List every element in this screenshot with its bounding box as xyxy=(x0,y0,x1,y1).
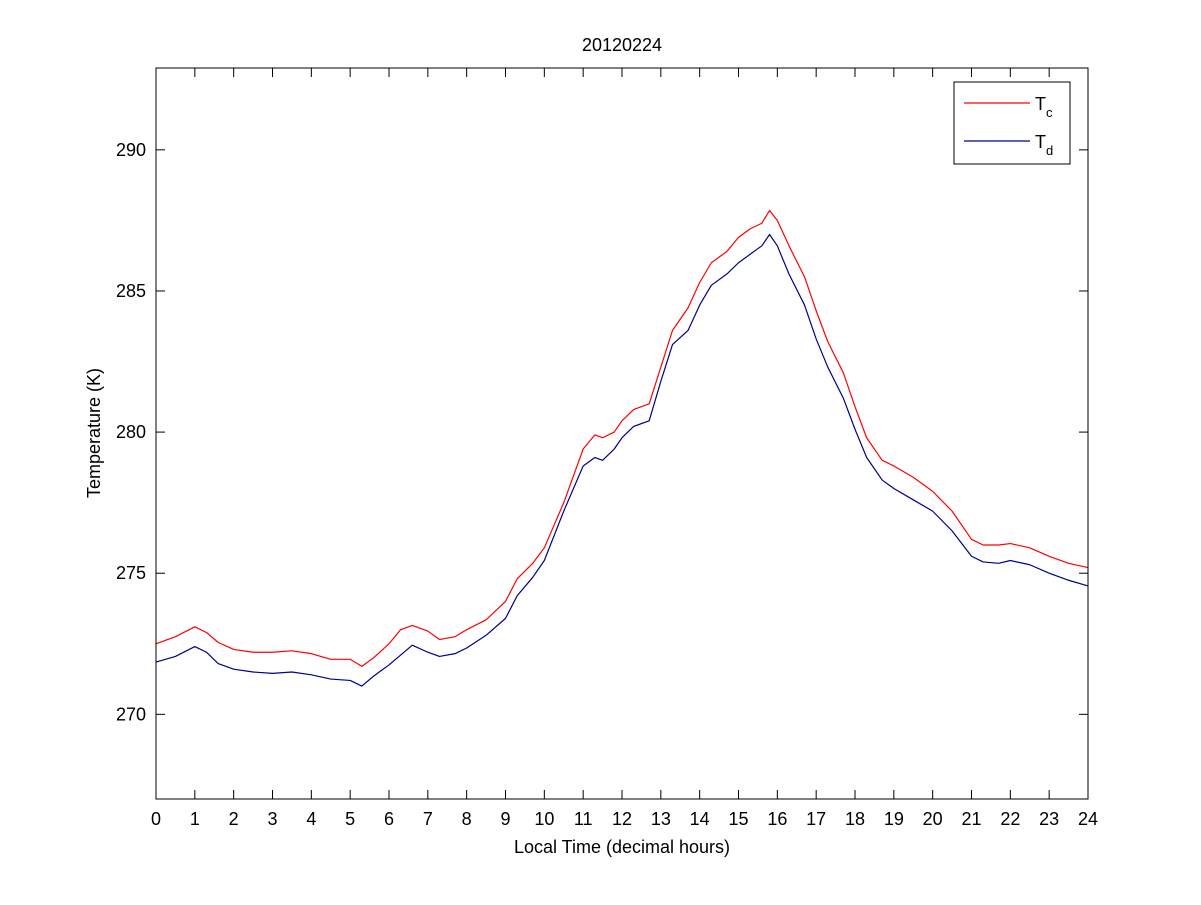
y-tick-label: 275 xyxy=(116,563,146,583)
y-tick-label: 270 xyxy=(116,704,146,724)
x-tick-label: 2 xyxy=(229,809,239,829)
x-tick-label: 16 xyxy=(767,809,787,829)
legend-label-td-main: T xyxy=(1035,132,1046,152)
plot-area-frame xyxy=(155,67,1089,800)
ticks-layer: 0 1 2 3 4 5 6 7 8 9 10 11 12 13 14 15 16 17 18 19 20 21 22 23 24… xyxy=(116,68,1098,829)
legend: Tc Td xyxy=(953,81,1071,165)
x-tick-label: 20 xyxy=(923,809,943,829)
legend-label-td: Td xyxy=(1035,132,1053,158)
x-tick-label: 1 xyxy=(190,809,200,829)
x-tick-label: 10 xyxy=(534,809,554,829)
x-tick-label: 24 xyxy=(1078,809,1098,829)
legend-label-tc: Tc xyxy=(1035,94,1053,120)
legend-box xyxy=(953,81,1071,165)
x-tick-label: 9 xyxy=(500,809,510,829)
x-tick-label: 11 xyxy=(574,809,593,829)
series-line-tc xyxy=(155,209,1089,667)
y-axis-label: Temperature (K) xyxy=(84,368,104,498)
legend-label-tc-main: T xyxy=(1035,94,1046,114)
x-tick-label: 21 xyxy=(961,809,981,829)
series-layer xyxy=(155,209,1089,687)
legend-label-tc-sub: c xyxy=(1046,105,1053,120)
x-tick-label: 3 xyxy=(267,809,277,829)
x-tick-label: 18 xyxy=(845,809,865,829)
x-tick-label: 14 xyxy=(690,809,710,829)
x-axis-label: Local Time (decimal hours) xyxy=(514,837,730,857)
x-tick-label: 15 xyxy=(728,809,748,829)
x-tick-label: 5 xyxy=(345,809,355,829)
legend-label-td-sub: d xyxy=(1046,143,1053,158)
x-tick-label: 17 xyxy=(806,809,826,829)
x-tick-label: 22 xyxy=(1000,809,1020,829)
chart-title: 20120224 xyxy=(582,35,662,55)
x-tick-label: 6 xyxy=(384,809,394,829)
y-tick-label: 285 xyxy=(116,281,146,301)
x-tick-label: 12 xyxy=(612,809,632,829)
x-tick-label: 19 xyxy=(884,809,904,829)
y-tick-label: 290 xyxy=(116,140,146,160)
x-tick-label: 8 xyxy=(462,809,472,829)
x-tick-label: 13 xyxy=(651,809,671,829)
x-tick-label: 0 xyxy=(151,809,161,829)
x-tick-label: 4 xyxy=(306,809,316,829)
y-tick-label: 280 xyxy=(116,422,146,442)
x-tick-label: 23 xyxy=(1039,809,1059,829)
x-tick-label: 7 xyxy=(423,809,433,829)
series-line-td xyxy=(155,233,1089,687)
